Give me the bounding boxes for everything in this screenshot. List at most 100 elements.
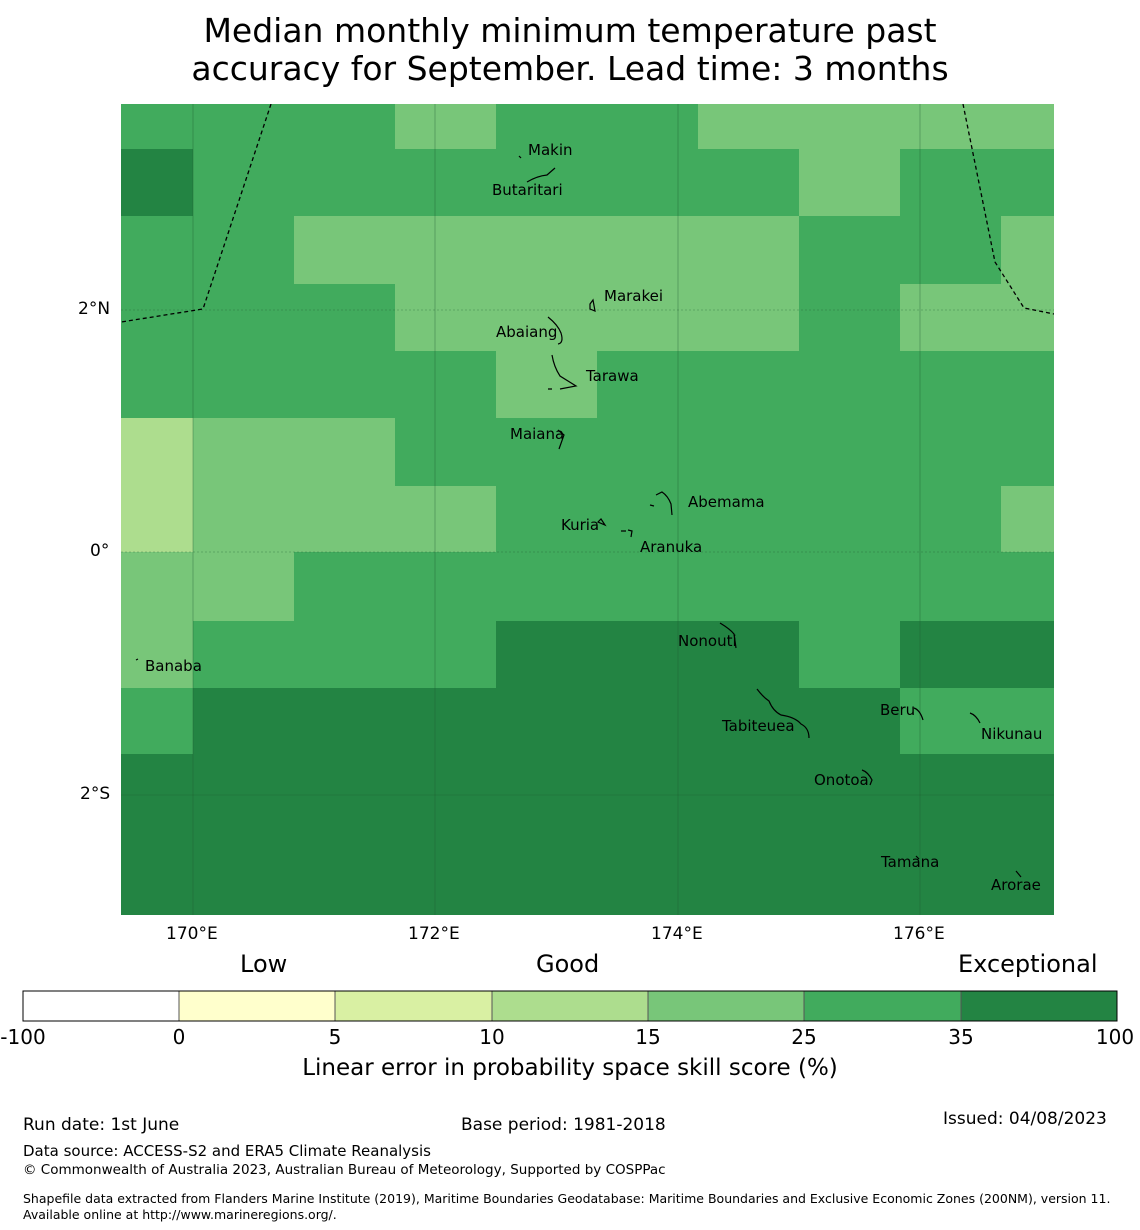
grid-cell: [121, 552, 193, 621]
colorbar-tick: 25: [791, 1025, 817, 1049]
island-label-kuria: Kuria: [561, 516, 599, 534]
colorbar-bin: [648, 991, 804, 1021]
island-shape: [548, 354, 578, 390]
legend-low-label: Low: [240, 950, 288, 978]
run-date: Run date: 1st June: [23, 1115, 180, 1135]
island-label-butaritari: Butaritari: [492, 181, 563, 199]
colorbar-tick: 10: [479, 1025, 505, 1049]
island-outlines: [135, 155, 1022, 878]
island-label-arorae: Arorae: [991, 876, 1041, 894]
island-label-abaiang: Abaiang: [496, 323, 557, 341]
lon-label-174e: 174°E: [651, 924, 703, 944]
grid-cell: [121, 149, 1054, 216]
colorbar-bin: [179, 991, 335, 1021]
colorbar-tick: 100: [1095, 1025, 1135, 1049]
island-shape: [756, 688, 810, 739]
colorbar-bin: [23, 991, 179, 1021]
map-title: Median monthly minimum temperature past …: [0, 12, 1140, 88]
lon-label-176e: 176°E: [893, 924, 945, 944]
grid-cell: [121, 418, 193, 486]
lon-label-170e: 170°E: [166, 924, 218, 944]
lon-label-172e: 172°E: [408, 924, 460, 944]
colorbar-bin: [335, 991, 492, 1021]
grid-cell: [294, 216, 799, 284]
island-label-tamana: Tamana: [880, 853, 939, 871]
grid-cell: [294, 552, 1054, 621]
grid-cell: [395, 104, 496, 149]
colorbar-tick: 15: [635, 1025, 661, 1049]
grid-cell: [496, 351, 597, 418]
colorbar-tick: -100: [0, 1025, 46, 1049]
island-label-aranuka: Aranuka: [640, 538, 702, 556]
grid-cell: [799, 149, 900, 216]
grid-cell: [193, 486, 496, 552]
island-shape: [557, 429, 565, 450]
island-shape: [719, 622, 737, 649]
legend-good-label: Good: [536, 950, 600, 978]
island-shape: [547, 316, 563, 345]
grid-cell: [1001, 216, 1054, 284]
shapefile-credit: Shapefile data extracted from Flanders M…: [23, 1191, 1111, 1222]
island-shape: [915, 855, 920, 860]
graticule: [121, 104, 1054, 915]
grid-cell: [900, 688, 1054, 754]
colorbar-tick: 5: [328, 1025, 342, 1049]
lat-label-2s: 2°S: [80, 784, 111, 804]
island-labels: Makin Butaritari Marakei Abaiang Tarawa …: [145, 141, 1042, 894]
grid-cell: [900, 621, 1054, 688]
island-label-makin: Makin: [528, 141, 573, 159]
island-label-nikunau: Nikunau: [981, 725, 1042, 743]
island-label-maiana: Maiana: [510, 425, 564, 443]
colorbar-bin: [492, 991, 648, 1021]
island-shape: [518, 155, 522, 159]
title-line-1: Median monthly minimum temperature past: [203, 11, 937, 50]
grid-cell: [1001, 486, 1054, 552]
grid-cell: [121, 688, 193, 754]
grid-cell: [121, 754, 1054, 915]
island-label-banaba: Banaba: [145, 657, 202, 675]
grid-cell: [193, 688, 900, 754]
colorbar-tick: 35: [948, 1025, 974, 1049]
eez-boundary: [121, 104, 1054, 323]
island-shape: [596, 518, 607, 527]
island-label-tarawa: Tarawa: [585, 367, 639, 385]
grid-cell: [395, 418, 1054, 486]
grid-cell: [698, 104, 1054, 149]
island-shape: [621, 529, 633, 538]
colorbar-bin: [961, 991, 1117, 1021]
grid-cell: [121, 621, 193, 688]
grid-cell: [496, 621, 799, 688]
skill-grid: [121, 104, 1054, 915]
grid-cell: [121, 149, 193, 216]
colorbar-tick: 0: [172, 1025, 186, 1049]
title-line-2: accuracy for September. Lead time: 3 mon…: [191, 49, 949, 88]
base-period: Base period: 1981-2018: [461, 1115, 666, 1135]
island-label-beru: Beru: [880, 701, 915, 719]
copyright: © Commonwealth of Australia 2023, Austra…: [23, 1162, 666, 1178]
grid-cell: [395, 284, 799, 351]
island-shape: [969, 712, 981, 724]
lat-label-2n: 2°N: [78, 299, 111, 319]
island-label-onotoa: Onotoa: [814, 771, 869, 789]
island-label-marakei: Marakei: [604, 287, 663, 305]
grid-cell: [193, 552, 294, 621]
grid-cell: [496, 486, 1001, 552]
island-label-abemama: Abemama: [688, 493, 765, 511]
legend-exceptional-label: Exceptional: [958, 950, 1098, 978]
grid-cell: [900, 284, 1054, 351]
island-shape: [861, 769, 873, 786]
island-label-tabiteuea: Tabiteuea: [721, 717, 795, 735]
lat-label-equator: 0°: [90, 541, 110, 561]
island-shape: [913, 707, 924, 721]
colorbar-title: Linear error in probability space skill …: [302, 1055, 838, 1081]
island-shape: [135, 658, 139, 661]
island-shape: [1015, 870, 1022, 878]
island-shape: [649, 491, 673, 516]
grid-cell: [121, 486, 193, 552]
island-shape: [526, 167, 556, 183]
grid-cell: [799, 621, 900, 688]
grid-cell: [193, 621, 496, 688]
data-source: Data source: ACCESS-S2 and ERA5 Climate …: [23, 1142, 431, 1160]
island-shape: [589, 298, 596, 312]
